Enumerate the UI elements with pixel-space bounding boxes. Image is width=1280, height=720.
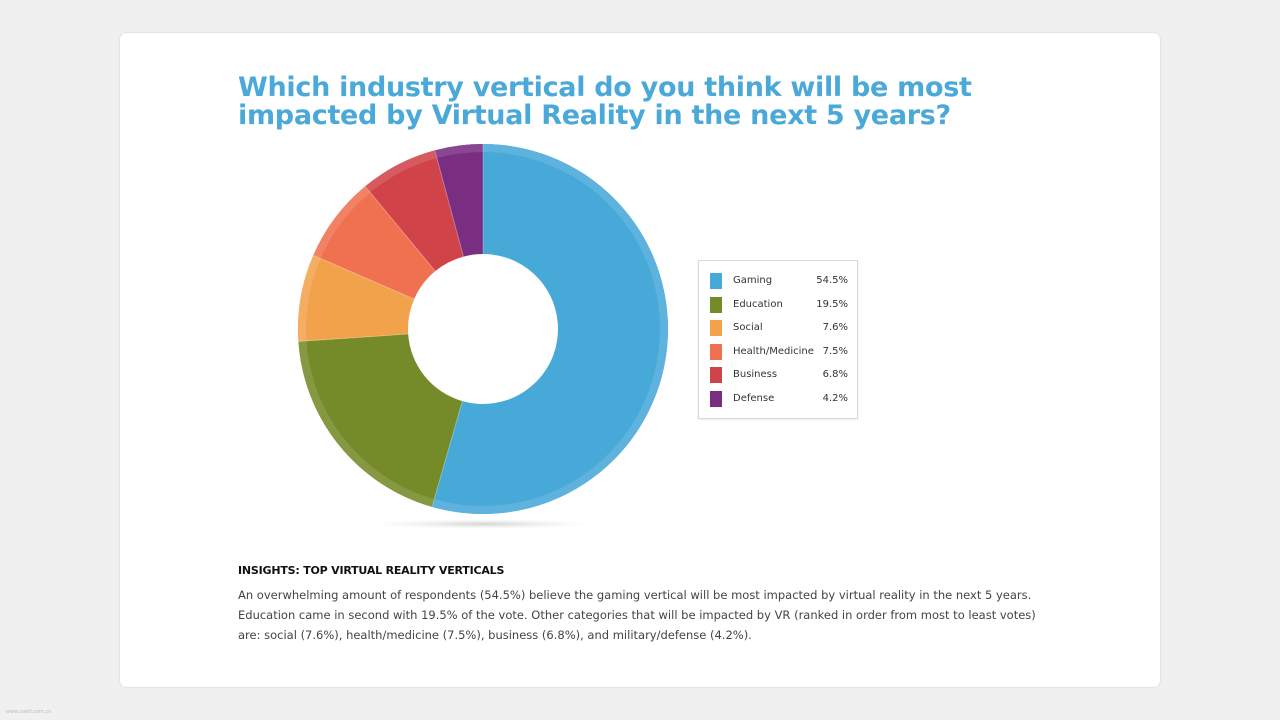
legend-label: Social bbox=[733, 322, 763, 334]
legend-value: 19.5% bbox=[816, 298, 848, 310]
legend-label: Health/Medicine bbox=[733, 345, 814, 357]
legend-swatch bbox=[710, 320, 722, 337]
legend-value: 4.2% bbox=[822, 393, 848, 404]
slice-separator bbox=[313, 254, 415, 300]
slice-separator bbox=[364, 186, 436, 272]
legend-item: Social 7.6% bbox=[710, 320, 848, 337]
chart-legend: Gaming 54.5% Education 19.5% Social 7.6% Healt… bbox=[698, 260, 858, 419]
slice-business bbox=[365, 150, 464, 272]
legend-value: 7.6% bbox=[822, 322, 848, 334]
slice-separator bbox=[434, 150, 464, 257]
legend-label: Defense bbox=[733, 393, 775, 404]
legend-value: 54.5% bbox=[816, 275, 848, 286]
legend-swatch bbox=[710, 273, 722, 289]
slice-rim-business bbox=[365, 150, 437, 193]
legend-swatch bbox=[710, 296, 722, 313]
insights-text: An overwhelming amount of respondents (5… bbox=[238, 588, 1036, 642]
slice-rim-health-medicine bbox=[313, 186, 371, 259]
legend-value: 7.5% bbox=[822, 345, 848, 357]
slice-rim-defense bbox=[434, 144, 484, 159]
slice-rim-education bbox=[298, 340, 435, 507]
legend-value: 6.8% bbox=[822, 369, 848, 381]
chart-title: Which industry vertical do you think wil… bbox=[238, 72, 972, 131]
slice-gaming bbox=[431, 144, 668, 514]
slice-separator bbox=[431, 400, 463, 507]
legend-label: Business bbox=[733, 369, 778, 381]
legend-swatch bbox=[710, 343, 722, 360]
legend-item: Education 19.5% bbox=[710, 296, 848, 313]
slice-defense bbox=[434, 144, 483, 257]
slice-separator bbox=[298, 333, 409, 342]
legend-item: Defense 4.2% bbox=[710, 391, 848, 407]
slice-education bbox=[298, 334, 463, 507]
legend-label: Gaming bbox=[733, 275, 773, 286]
legend-swatch bbox=[710, 367, 722, 384]
legend-swatch bbox=[710, 391, 722, 407]
legend-item: Health/Medicine 7.5% bbox=[710, 343, 848, 360]
legend-item: Business 6.8% bbox=[710, 367, 848, 384]
chart-shadow bbox=[373, 519, 593, 529]
slice-rim-social bbox=[298, 255, 321, 342]
insights-title: INSIGHTS: TOP VIRTUAL REALITY VERTICALS bbox=[238, 564, 505, 577]
slice-rim-gaming bbox=[432, 144, 668, 514]
legend-label: Education bbox=[733, 298, 783, 310]
legend-item: Gaming 54.5% bbox=[710, 273, 848, 289]
slice-social bbox=[297, 255, 415, 342]
watermark: www.useit.com.cn bbox=[6, 709, 52, 715]
